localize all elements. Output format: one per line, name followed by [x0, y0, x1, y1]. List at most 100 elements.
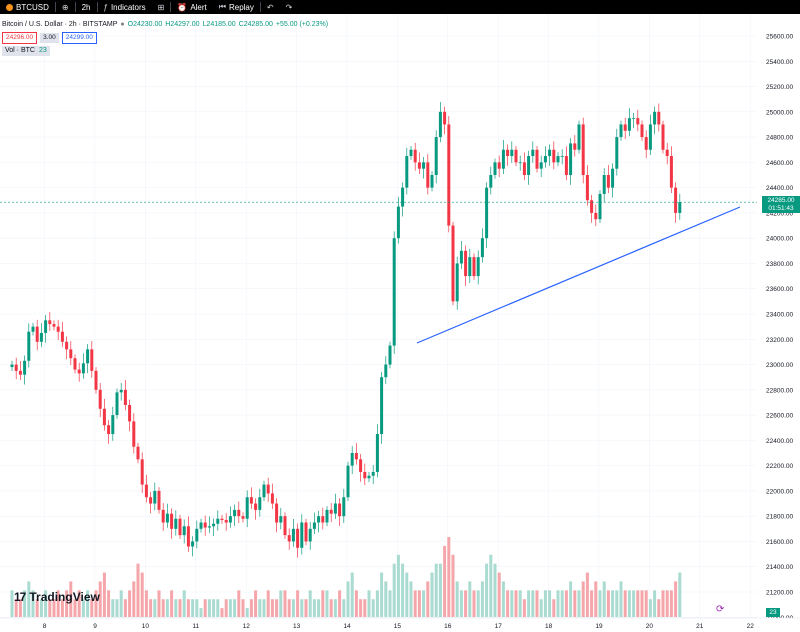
volume-bar [342, 599, 346, 617]
volume-bar [321, 590, 325, 617]
symbol-search[interactable]: BTCUSD [0, 0, 55, 14]
sell-price-button[interactable]: 24296.00 [2, 32, 38, 44]
candle-body [18, 370, 22, 375]
price-tick-label: 24200.00 [766, 210, 793, 217]
time-tick-label: 21 [696, 623, 704, 630]
plus-circle-icon: ⊕ [61, 2, 69, 12]
price-scale-bg[interactable] [757, 14, 800, 618]
candle-body [527, 156, 531, 175]
candle-body [308, 528, 312, 542]
candle-body [23, 360, 27, 375]
volume-bar [354, 590, 358, 617]
volume-bar [191, 599, 195, 617]
volume-bar [417, 590, 421, 617]
volume-legend[interactable]: Vol · BTC 23 [2, 46, 50, 56]
volume-bar [598, 590, 602, 617]
volume-bar [560, 590, 564, 617]
volume-bar [522, 599, 526, 617]
volume-bar [569, 581, 573, 617]
candle-body [136, 446, 140, 460]
candle-body [262, 484, 266, 498]
candle-body [615, 137, 619, 169]
volume-bar [346, 581, 350, 617]
volume-bar [149, 599, 153, 617]
price-tick-label: 25400.00 [766, 59, 793, 66]
candle-body [388, 345, 392, 365]
time-scale: 8 9 10 11 12 13 14 15 16 17 18 19 20 21 22 [43, 623, 754, 630]
layout-grid-icon: ⊞ [157, 2, 165, 12]
candle-body [506, 149, 510, 157]
candle-body [287, 535, 291, 542]
volume-bar [35, 599, 39, 617]
candle-body [485, 187, 489, 239]
volume-bar [657, 599, 661, 617]
candle-body [518, 162, 522, 164]
candle-body [359, 459, 363, 472]
candle-body [590, 200, 594, 213]
candle-body [678, 202, 682, 213]
indicators-icon: ƒ [103, 2, 108, 12]
candle-body [619, 124, 623, 138]
candle-body [123, 389, 127, 405]
time-tick-label: 15 [394, 623, 402, 630]
candle-body [149, 497, 153, 504]
volume-bar [338, 590, 342, 617]
volume-bar [245, 608, 249, 617]
candle-body [577, 124, 581, 150]
redo-button[interactable]: ↷ [280, 0, 299, 14]
indicators-button[interactable]: ƒ Indicators [98, 0, 152, 14]
candle-body [569, 143, 573, 175]
candle-body [405, 156, 409, 188]
buy-price-button[interactable]: 24299.00 [61, 32, 97, 44]
candle-body [338, 503, 342, 517]
candle-body [493, 162, 497, 175]
candle-body [443, 111, 447, 125]
candle-body [363, 471, 367, 479]
volume-bar [447, 537, 451, 617]
time-scale-bg[interactable] [0, 618, 800, 632]
time-tick-label: 16 [444, 623, 452, 630]
candle-body [384, 364, 388, 378]
volume-bar [279, 590, 283, 617]
trendline[interactable] [416, 206, 741, 344]
volume-bar [384, 581, 388, 617]
low-value: L24185.00 [202, 21, 236, 28]
candle-body [501, 149, 505, 169]
volume-bar [98, 581, 102, 617]
volume-bar [153, 599, 157, 617]
alert-button[interactable]: ⏰ Alert [171, 0, 212, 14]
compare-button[interactable]: ⊕ [56, 0, 75, 14]
volume-bar [556, 590, 560, 617]
time-tick-label: 14 [343, 623, 351, 630]
volume-bar [615, 590, 619, 617]
candle-body [350, 453, 354, 466]
candle-body [531, 149, 535, 157]
candle-body [598, 193, 602, 220]
volume-bar [577, 590, 581, 617]
volume-bar [527, 590, 531, 617]
candle-body [552, 149, 556, 163]
candle-body [312, 522, 316, 529]
volume-bar [195, 599, 199, 617]
volume-bar [472, 590, 476, 617]
interval-button[interactable]: 2h [76, 0, 97, 14]
layouts-button[interactable]: ⊞ [152, 0, 171, 14]
candle-body [556, 156, 560, 163]
replay-button[interactable]: ⏮ Replay [213, 0, 260, 14]
go-to-realtime-icon[interactable]: ⟳ [716, 604, 725, 615]
volume-label: Vol · BTC [5, 47, 35, 54]
candle-body [115, 392, 119, 416]
candle-body [636, 118, 640, 125]
volume-bar [548, 590, 552, 617]
candle-body [585, 175, 589, 201]
candle-body [573, 143, 577, 150]
volume-bar [627, 590, 631, 617]
volume-bar [77, 590, 81, 617]
undo-button[interactable]: ↶ [261, 0, 280, 14]
time-tick-label: 8 [43, 623, 47, 630]
price-tick-label: 23000.00 [766, 362, 793, 369]
candle-body [283, 516, 287, 536]
volume-bar [653, 590, 657, 617]
tradingview-logo[interactable]: 17 TradingView [14, 590, 100, 604]
